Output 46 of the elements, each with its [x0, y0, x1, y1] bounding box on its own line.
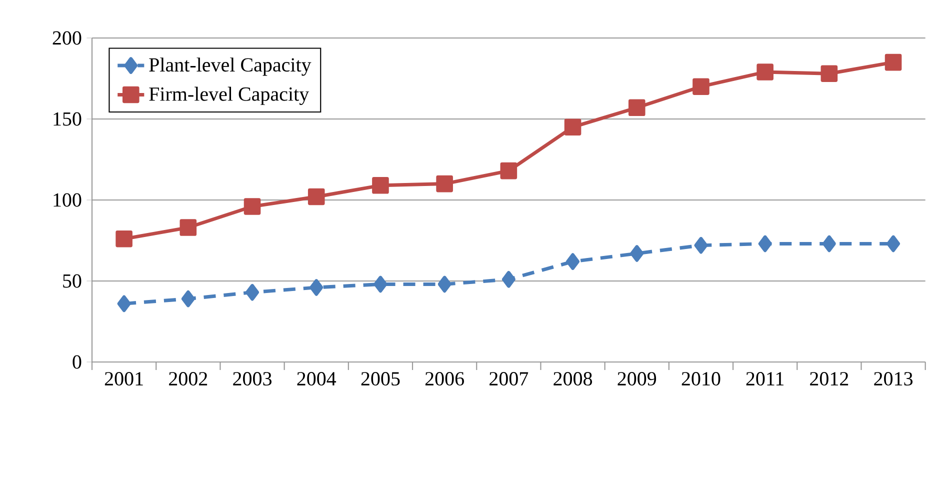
point [628, 99, 646, 116]
point [692, 78, 710, 95]
point [758, 235, 772, 252]
y-tick-label: 0 [72, 355, 82, 369]
point [246, 284, 259, 301]
x-tick-label: 2009 [618, 372, 656, 386]
x-tick-label: 2003 [233, 372, 272, 386]
point [438, 276, 452, 293]
point [310, 279, 324, 296]
point [756, 64, 774, 80]
x-tick-label: 2004 [297, 372, 336, 386]
y-tick-label: 100 [54, 193, 82, 207]
point [564, 118, 582, 136]
point [884, 54, 902, 71]
x-tick-label: 2008 [554, 372, 592, 386]
y-tick-label: 150 [54, 112, 82, 126]
x-tick-label: 2005 [361, 372, 400, 386]
point [181, 290, 195, 308]
point [566, 253, 580, 270]
x-tick-label: 2010 [682, 372, 720, 386]
point [886, 235, 900, 252]
point [822, 235, 836, 252]
point [117, 295, 131, 312]
x-tick-label: 2012 [810, 372, 848, 386]
point [372, 177, 389, 194]
point [244, 198, 261, 215]
point [694, 236, 708, 254]
y-tick-label: 50 [63, 274, 82, 288]
x-tick-label: 2013 [874, 372, 913, 386]
point [500, 162, 518, 180]
point [180, 219, 197, 236]
x-tick-label: 2001 [104, 372, 143, 386]
point [502, 270, 516, 288]
point [116, 230, 132, 248]
point [436, 175, 453, 192]
y-tick-label: 200 [52, 31, 82, 45]
point [308, 188, 325, 206]
x-tick-label: 2007 [490, 372, 528, 386]
legend-label: Firm-level Capacity [149, 86, 310, 105]
legend-label: Plant-level Capacity [149, 58, 312, 76]
point [374, 276, 388, 293]
x-tick-label: 2002 [169, 372, 208, 386]
x-tick-label: 2006 [425, 372, 464, 386]
point [630, 245, 644, 262]
x-tick-label: 2011 [746, 372, 784, 386]
point [820, 65, 838, 82]
